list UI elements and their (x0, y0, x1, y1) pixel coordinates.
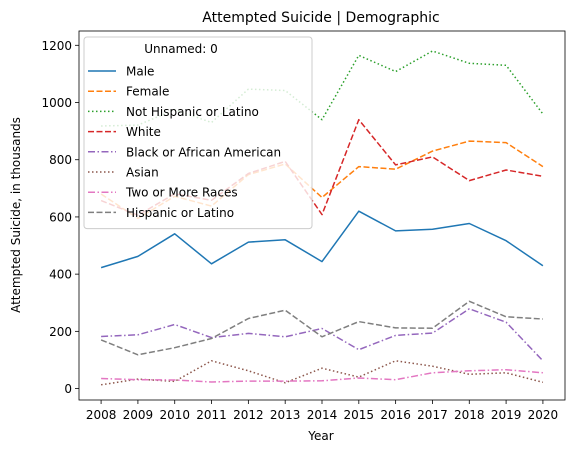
x-tick-label: 2014 (307, 408, 338, 422)
y-tick-label: 400 (49, 268, 72, 282)
x-tick-label: 2013 (270, 408, 301, 422)
x-tick-label: 2016 (380, 408, 411, 422)
legend-label: Black or African American (126, 145, 281, 159)
legend: Unnamed: 0 Male Female Not Hispanic or Lati… (84, 37, 312, 229)
x-tick-label: 2012 (233, 408, 264, 422)
y-tick-label: 1200 (41, 39, 72, 53)
legend-box (84, 37, 312, 229)
y-tick-label: 200 (49, 325, 72, 339)
legend-label: Male (126, 65, 154, 79)
y-tick-label: 600 (49, 210, 72, 224)
y-axis-label: Attempted Suicide, in thousands (9, 117, 23, 313)
legend-label: Two or More Races (125, 186, 238, 200)
x-tick-label: 2015 (344, 408, 375, 422)
legend-title: Unnamed: 0 (144, 42, 218, 56)
y-tick-label: 1000 (41, 96, 72, 110)
x-tick-label: 2011 (196, 408, 227, 422)
legend-label: Female (126, 85, 169, 99)
series-line-two-or-more-races (101, 370, 543, 382)
legend-label: White (126, 125, 161, 139)
x-axis-label: Year (307, 429, 333, 443)
legend-label: Not Hispanic or Latino (126, 105, 259, 119)
y-tick-label: 0 (64, 382, 72, 396)
y-tick-label: 800 (49, 153, 72, 167)
x-tick-label: 2019 (491, 408, 522, 422)
chart-title: Attempted Suicide | Demographic (202, 10, 439, 26)
x-tick-label: 2008 (86, 408, 117, 422)
legend-label: Asian (126, 166, 159, 180)
x-tick-label: 2018 (454, 408, 485, 422)
legend-label: Hispanic or Latino (126, 206, 234, 220)
x-tick-label: 2020 (528, 408, 559, 422)
x-tick-label: 2009 (123, 408, 154, 422)
series-line-black-or-african-american (101, 309, 543, 361)
x-tick-label: 2017 (417, 408, 448, 422)
x-tick-label: 2010 (159, 408, 190, 422)
